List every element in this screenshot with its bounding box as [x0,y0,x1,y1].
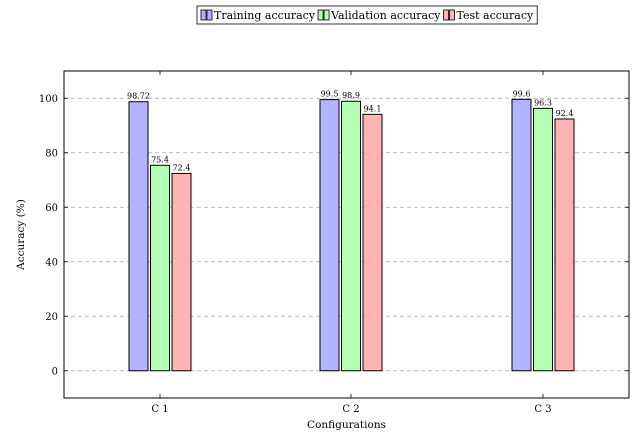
y-tick-label-20: 20 [45,312,58,323]
data-label-c2-test: 94.1 [364,104,382,113]
data-label-c2-validation: 98.9 [342,91,360,100]
y-tick-label-0: 0 [52,366,58,377]
x-tick-label-2: C 3 [534,404,551,415]
y-axis-title: Accuracy (%) [15,199,27,271]
plot-frame [63,70,630,399]
legend-label-validation: Validation accuracy [330,9,441,22]
x-tick-label-1: C 2 [342,404,359,415]
data-label-c1-test: 72.4 [173,163,191,172]
legend: Training accuracy Validation accuracy Test… [196,5,538,25]
bar-c2-test [362,113,383,372]
bar-c1-training [128,101,149,372]
legend-swatch-b-training [206,9,213,21]
legend-swatch-training [200,9,207,21]
legend-swatch-validation [317,9,324,21]
x-axis-title: Configurations [307,419,386,431]
bar-c3-test [554,118,575,372]
y-tick-label-40: 40 [45,257,58,268]
bar-c1-validation [150,164,170,372]
y-axis: 0 20 40 60 80 100 [39,94,629,377]
data-label-c1-validation: 75.4 [151,155,169,164]
bars [128,98,575,372]
data-label-c3-test: 92.4 [556,109,574,118]
legend-swatch-b-validation [323,9,330,21]
bar-c2-training [319,99,340,372]
bar-c3-training [511,98,532,372]
x-axis: C 1 C 2 C 3 [151,71,552,415]
y-tick-label-60: 60 [45,203,58,214]
y-tick-label-80: 80 [45,148,58,159]
legend-swatch-test [443,9,449,21]
y-tick-label-100: 100 [39,94,58,105]
data-label-c2-training: 99.5 [321,90,339,99]
legend-swatch-b-test [449,9,455,21]
bar-c2-validation [341,100,361,372]
legend-label-training: Training accuracy [214,9,316,22]
bar-c3-validation [533,107,553,372]
legend-label-test: Test accuracy [457,9,534,22]
bar-c1-test [171,172,192,372]
data-label-c3-validation: 96.3 [534,98,552,107]
x-tick-label-0: C 1 [151,404,168,415]
data-labels: 98.72 75.4 72.4 99.5 98.9 94.1 99.696.3 92.4 [127,89,573,172]
data-label-c1-training: 98.72 [127,92,150,101]
data-label-c3-training: 99.6 [513,89,531,98]
